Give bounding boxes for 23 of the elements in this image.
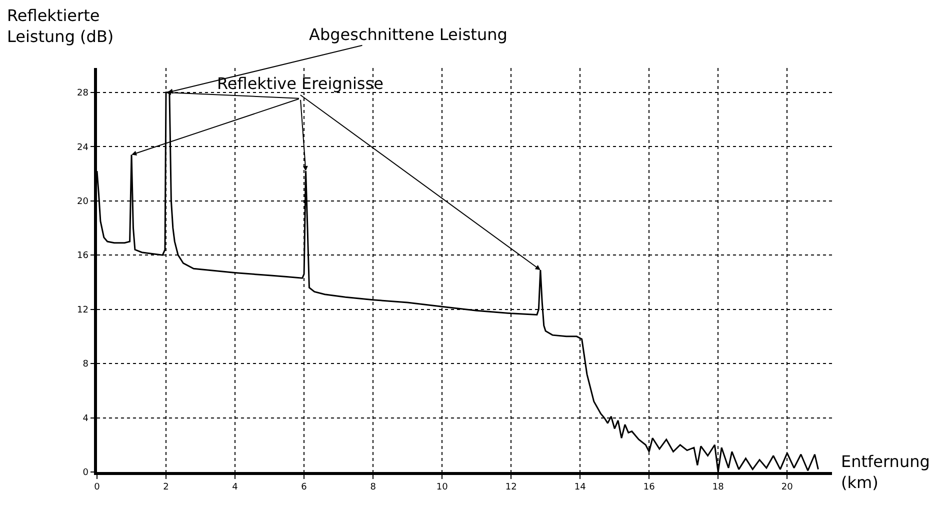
- x-tick-label: 2: [163, 482, 169, 493]
- annotation: Reflektive Ereignisse: [217, 74, 384, 93]
- y-tick-label: 8: [82, 360, 89, 370]
- x-tick-label: 8: [370, 482, 376, 493]
- y-tick-label: 0: [82, 468, 89, 478]
- x-tick-label: 16: [643, 482, 656, 493]
- x-tick-label: 12: [505, 482, 517, 493]
- x-tick-label: 0: [94, 482, 100, 493]
- y-tick-label: 20: [76, 197, 89, 208]
- y-tick-label: 24: [76, 142, 89, 153]
- x-tick-label: 14: [574, 482, 586, 493]
- x-tick-label: 20: [781, 482, 794, 493]
- annotation: Abgeschnittene Leistung: [309, 25, 508, 44]
- y-tick-label: 12: [76, 305, 88, 316]
- x-tick-label: 6: [301, 482, 308, 493]
- y-tick-label: 28: [76, 88, 89, 99]
- x-tick-label: 10: [436, 482, 448, 493]
- x-tick-label: 18: [712, 482, 724, 493]
- y-tick-label: 16: [76, 251, 89, 262]
- y-axis-title: Reflektierte Leistung (dB): [7, 6, 114, 46]
- y-tick-label: 4: [82, 414, 89, 424]
- x-axis-title: Entfernung (km): [841, 452, 930, 492]
- x-tick-label: 4: [232, 482, 238, 493]
